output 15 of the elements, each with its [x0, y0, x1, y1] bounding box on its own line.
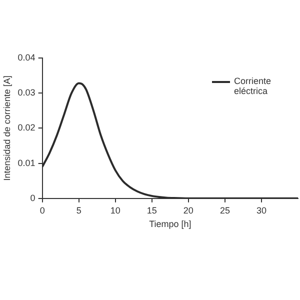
y-axis-title: Intensidad de corriente [A] [2, 76, 12, 181]
x-tick-label: 10 [110, 205, 120, 216]
x-tick-label: 30 [256, 205, 266, 216]
x-tick-label: 5 [76, 205, 82, 216]
y-tick-label: 0.01 [18, 158, 36, 168]
x-tick-label: 20 [183, 205, 194, 216]
y-tick-label: 0.03 [18, 88, 36, 98]
x-axis-title: Tiempo [h] [149, 219, 192, 230]
legend-label: Corriente eléctrica [234, 76, 272, 96]
x-tick-label: 25 [220, 205, 230, 216]
x-tick-label: 0 [40, 205, 45, 216]
y-tick-label: 0.02 [18, 122, 36, 133]
y-tick-label: 0.04 [18, 52, 36, 62]
y-tick-label: 0 [30, 192, 36, 203]
x-tick-label: 15 [146, 205, 157, 216]
